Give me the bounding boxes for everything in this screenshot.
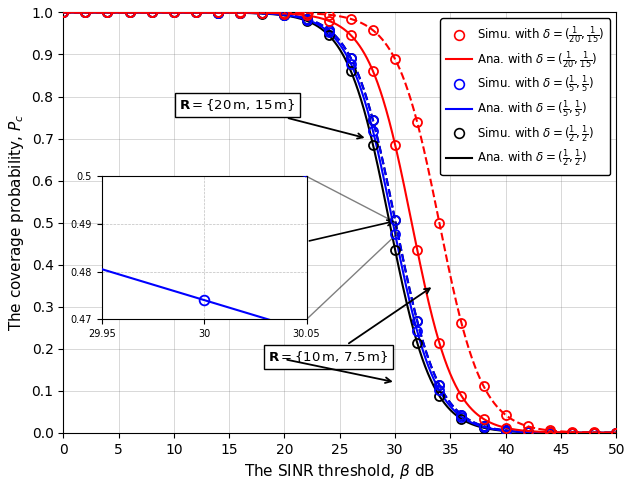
Y-axis label: The coverage probability, $P_c$: The coverage probability, $P_c$: [7, 114, 26, 331]
Legend: Simu. with $\delta = (\frac{1}{20}, \frac{1}{15})$, Ana. with $\delta = (\frac{1: Simu. with $\delta = (\frac{1}{20}, \fra…: [441, 19, 611, 175]
X-axis label: The SINR threshold, $\beta$ dB: The SINR threshold, $\beta$ dB: [244, 462, 435, 481]
Bar: [394, 223, 396, 235]
Text: $\mathbf{R} = \{10\,\mathrm{m},\,7.5\,\mathrm{m}\}$: $\mathbf{R} = \{10\,\mathrm{m},\,7.5\,\m…: [268, 288, 430, 366]
Text: $\mathbf{R} = \{20\,\mathrm{m},\,15\,\mathrm{m}\}$: $\mathbf{R} = \{20\,\mathrm{m},\,15\,\ma…: [179, 97, 363, 139]
